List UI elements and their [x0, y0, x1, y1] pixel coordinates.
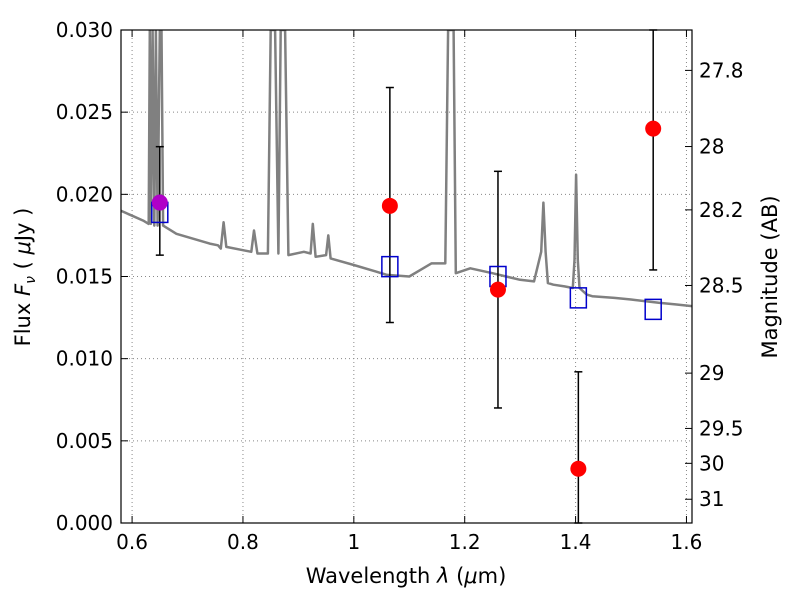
y2-tick-label: 28.5: [699, 273, 744, 297]
y2-tick-label: 30: [699, 451, 724, 475]
y2-tick-label: 31: [699, 487, 724, 511]
x-tick-label: 1: [347, 530, 360, 554]
y-tick-label: 0.000: [56, 511, 113, 535]
y2-tick-label: 28: [699, 135, 724, 159]
model-photometry-square: [569, 287, 588, 309]
y2-axis-label: Magnitude (AB): [758, 195, 782, 358]
observed-point: [489, 281, 506, 298]
model-photometry-points: [151, 201, 662, 321]
observed-point: [151, 194, 168, 211]
x-tick-label: 0.6: [116, 530, 148, 554]
model-photometry-square: [644, 298, 662, 321]
y-axis-label: Flux Fν ( μJy ): [11, 208, 39, 347]
y-tick-label: 0.030: [56, 18, 113, 42]
y-tick-label: 0.020: [56, 182, 113, 206]
x-tick-label: 1.2: [449, 530, 481, 554]
y2-tick-label: 29.5: [699, 416, 744, 440]
y2-tick-label: 29: [699, 361, 724, 385]
y2-tick-label: 27.8: [699, 58, 744, 82]
y-tick-label: 0.005: [56, 429, 113, 453]
observed-flux-points: [151, 120, 662, 477]
x-tick-label: 0.8: [227, 530, 259, 554]
observed-point: [645, 120, 662, 137]
model-spectrum: [121, 30, 692, 308]
x-tick-label: 1.4: [560, 530, 592, 554]
y2-tick-label: 28.2: [699, 198, 744, 222]
model-photometry-square: [381, 255, 399, 278]
y-tick-label: 0.010: [56, 347, 113, 371]
spectrum-line: [121, 30, 692, 308]
x-tick-label: 1.6: [671, 530, 703, 554]
y-tick-label: 0.015: [56, 265, 113, 289]
axis-ticks: 0.6 0.8 1 1.2 1.4 1.6 0.000 0.005 0.010 0.015 0.02…: [56, 18, 744, 554]
observed-point: [381, 197, 398, 214]
observed-point: [570, 460, 587, 477]
x-axis-label: Wavelength λ (μm): [306, 564, 507, 588]
y-tick-label: 0.025: [56, 100, 113, 124]
